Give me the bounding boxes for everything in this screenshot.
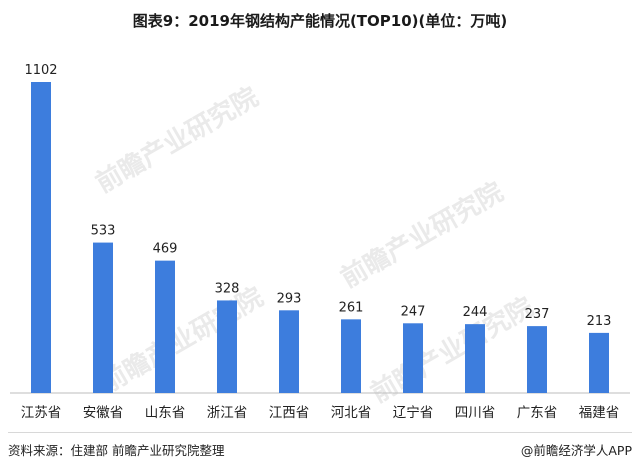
x-tick-label: 福建省: [579, 405, 620, 421]
x-tick-label: 江苏省: [21, 405, 62, 421]
data-label: 244: [463, 305, 488, 320]
data-label: 293: [277, 291, 302, 306]
x-tick-label: 辽宁省: [393, 404, 434, 421]
bar: [93, 242, 113, 393]
x-tick-label: 江西省: [269, 405, 310, 421]
x-tick-label: 广东省: [517, 405, 558, 421]
bar: [589, 332, 609, 393]
bar: [31, 82, 51, 393]
data-label: 533: [91, 224, 116, 239]
bar: [155, 260, 175, 393]
data-label: 328: [215, 281, 240, 296]
data-label: 469: [153, 242, 178, 257]
data-label: 261: [339, 300, 364, 315]
data-label: 237: [525, 307, 550, 322]
data-label: 1102: [24, 63, 57, 78]
bar: [341, 319, 361, 393]
source-note: 资料来源：住建部 前瞻产业研究院整理: [8, 443, 225, 458]
bar: [279, 310, 299, 393]
chart-title: 图表9：2019年钢结构产能情况(TOP10)(单位：万吨): [132, 12, 508, 30]
x-tick-label: 河北省: [331, 405, 372, 421]
x-tick-label: 四川省: [455, 405, 496, 421]
footer-divider: [8, 432, 632, 433]
bar: [403, 323, 423, 393]
x-tick-label: 浙江省: [207, 405, 248, 421]
data-label: 247: [401, 304, 426, 319]
data-label: 213: [587, 314, 612, 329]
brand-credit: @前瞻经济学人APP: [520, 443, 632, 458]
bar: [217, 300, 237, 393]
x-tick-label: 安徽省: [83, 405, 124, 421]
bar: [527, 326, 547, 393]
bar: [465, 324, 485, 393]
x-tick-label: 山东省: [145, 405, 186, 421]
